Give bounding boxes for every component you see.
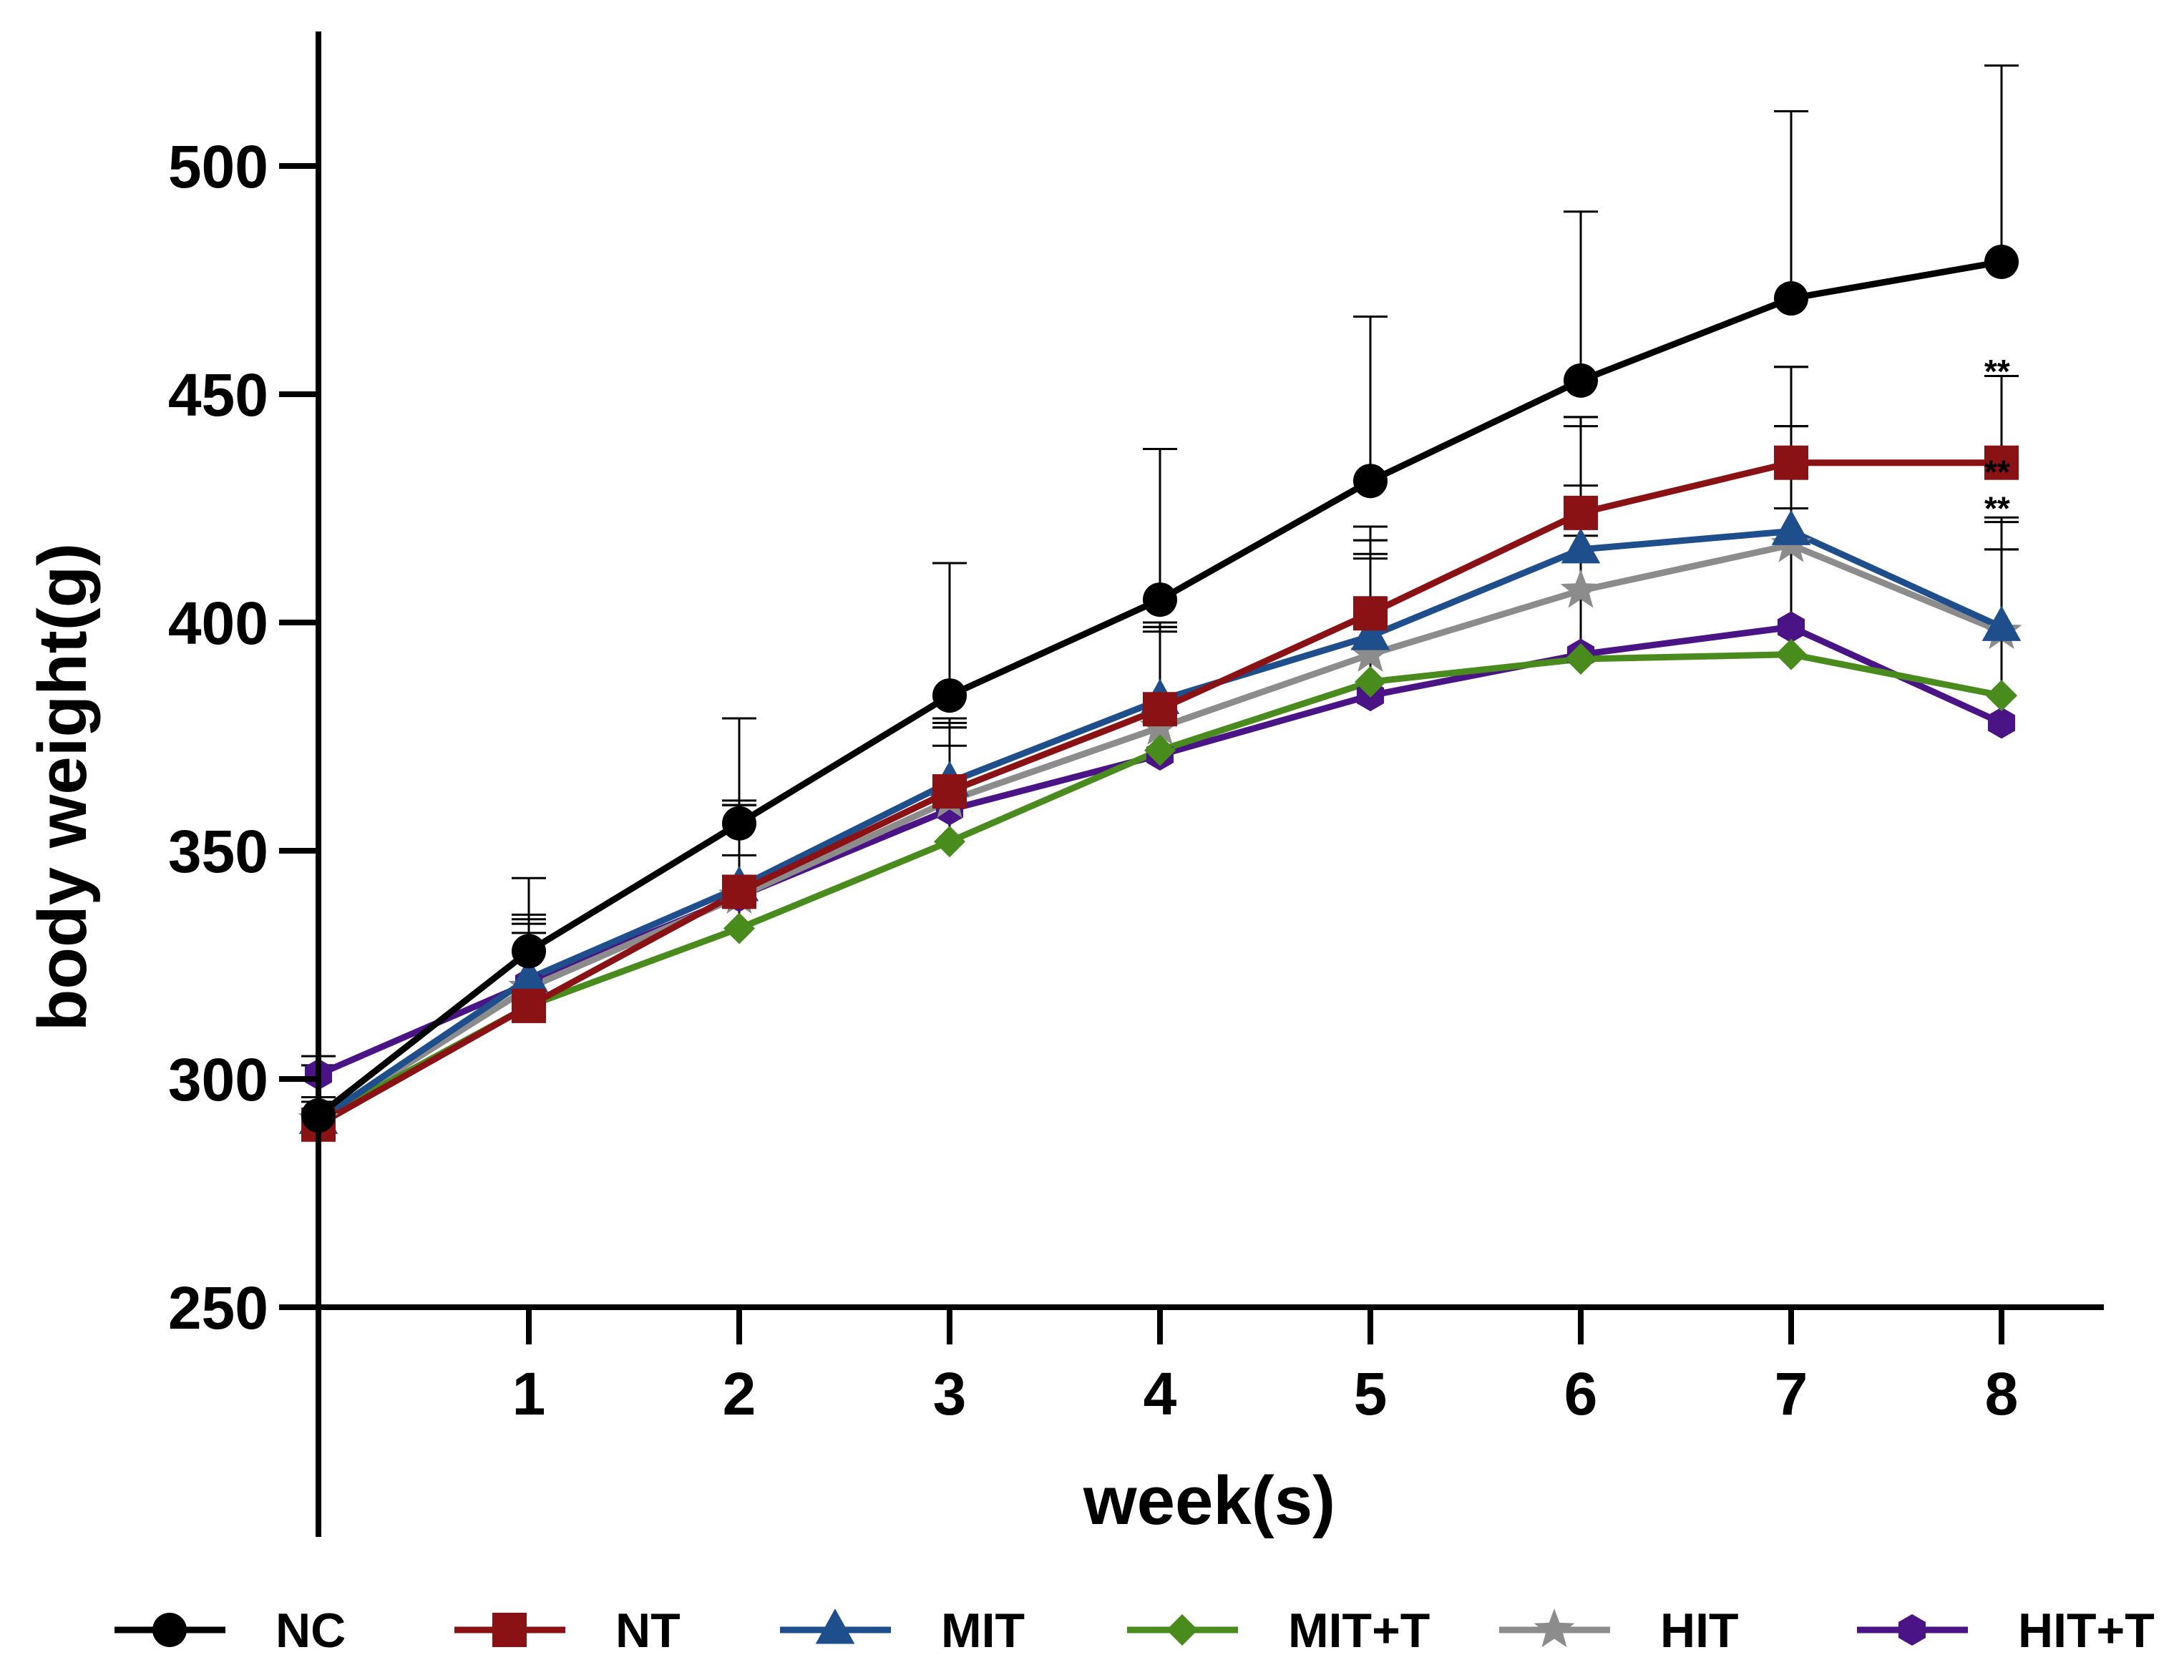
- x-tick-label: 1: [512, 1360, 546, 1427]
- data-point-nt: [1774, 445, 1808, 480]
- y-tick-label: 500: [168, 133, 268, 200]
- data-point-nc: [1143, 582, 1177, 617]
- data-point-mit-plus-t: [1775, 638, 1807, 670]
- data-point-mit-plus-t: [1565, 643, 1596, 675]
- legend-marker-nc: [152, 1613, 187, 1647]
- data-point-nc: [512, 934, 546, 969]
- significance-marker: **: [1984, 453, 2010, 490]
- data-point-hit-plus-t: [1777, 611, 1805, 643]
- legend-marker-hit: [1534, 1608, 1575, 1648]
- legend-label-nc: NC: [276, 1603, 346, 1658]
- x-tick-label: 6: [1564, 1360, 1598, 1427]
- significance-marker: **: [1984, 490, 2010, 527]
- data-point-mit: [1350, 615, 1390, 650]
- y-tick-label: 450: [168, 361, 268, 429]
- legend-marker-nt: [492, 1613, 527, 1647]
- data-point-mit-plus-t: [1144, 734, 1176, 766]
- y-tick-label: 250: [168, 1274, 268, 1342]
- x-tick-label: 5: [1354, 1360, 1388, 1427]
- significance-annotations: ******: [1984, 353, 2010, 527]
- legend-label-hit: HIT: [1660, 1603, 1739, 1658]
- y-tick-label: 350: [168, 818, 268, 885]
- legend-marker-hit-plus-t: [1898, 1614, 1926, 1646]
- data-point-nt: [512, 988, 546, 1023]
- legend-label-nt: NT: [615, 1603, 681, 1658]
- data-point-nc: [932, 678, 967, 713]
- series-line-mit: [316, 527, 2003, 1123]
- data-point-nt: [1984, 445, 2019, 480]
- data-point-mit: [509, 957, 549, 993]
- x-tick-label: 4: [1144, 1360, 1177, 1427]
- significance-marker: **: [1984, 353, 2010, 390]
- data-point-mit: [1771, 509, 1811, 545]
- data-point-mit-plus-t: [1986, 680, 2017, 712]
- legend-label-mit-plus-t: MIT+T: [1288, 1603, 1430, 1658]
- data-point-nc: [1774, 281, 1808, 316]
- data-point-mit: [1561, 528, 1601, 564]
- data-point-hit: [1350, 633, 1391, 672]
- y-axis-title: body weight(g): [24, 543, 101, 1032]
- data-point-nc: [1353, 464, 1388, 499]
- series-markers: [298, 244, 2022, 1142]
- data-point-nc: [1984, 244, 2019, 279]
- legend-label-hit-plus-t: HIT+T: [2018, 1603, 2155, 1658]
- data-point-nt: [1564, 495, 1598, 530]
- x-tick-label: 8: [1985, 1360, 2019, 1427]
- data-point-nt: [1143, 692, 1177, 727]
- data-point-nt: [932, 774, 967, 809]
- legend: NC NT MIT MIT+T HIT HIT+T: [114, 1603, 2155, 1658]
- y-tick-label: 300: [168, 1046, 268, 1113]
- data-point-hit-plus-t: [1987, 707, 2016, 739]
- x-axis-title: week(s): [1083, 1462, 1335, 1539]
- data-point-nc: [722, 806, 756, 841]
- axes: 250 300 350 400 450 500 1 2 3 4 5 6 7 8: [168, 31, 2104, 1537]
- legend-marker-mit-plus-t: [1166, 1614, 1198, 1646]
- y-tick-label: 400: [168, 590, 268, 657]
- legend-marker-mit: [815, 1608, 855, 1644]
- legend-label-mit: MIT: [941, 1603, 1025, 1658]
- data-point-mit-plus-t: [1355, 665, 1386, 698]
- data-point-nc: [1564, 363, 1598, 398]
- data-point-nt: [722, 874, 756, 909]
- data-point-nt: [1353, 596, 1388, 631]
- x-tick-label: 7: [1775, 1360, 1808, 1427]
- data-point-mit-plus-t: [723, 912, 755, 944]
- data-point-mit: [1981, 605, 2022, 641]
- x-tick-label: 2: [723, 1360, 756, 1427]
- data-point-mit-plus-t: [934, 826, 965, 858]
- data-point-hit: [1560, 569, 1602, 608]
- x-tick-label: 3: [933, 1360, 967, 1427]
